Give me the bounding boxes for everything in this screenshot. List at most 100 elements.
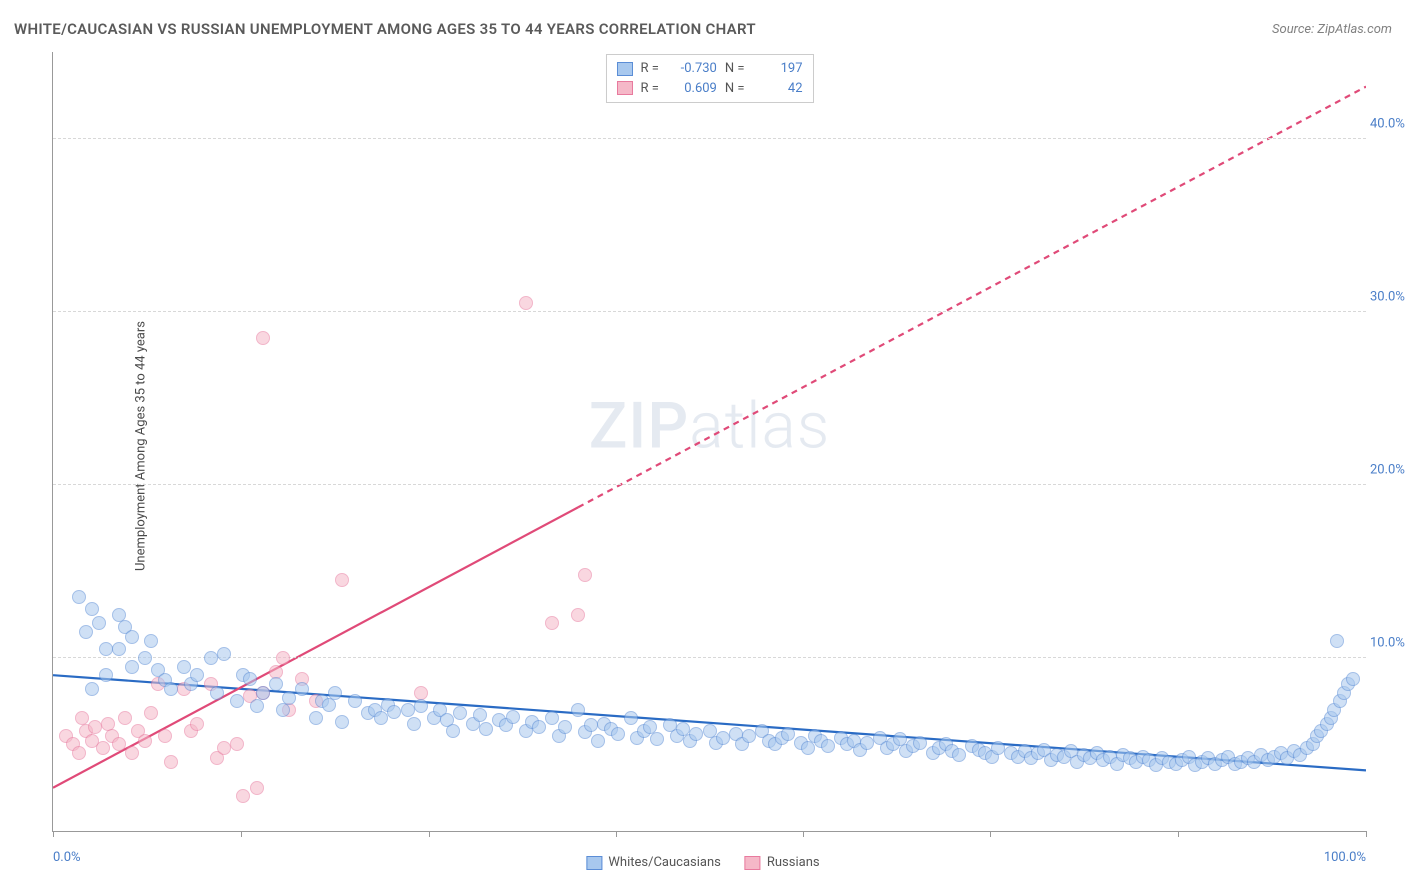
scatter-point [479,722,493,736]
scatter-point [821,739,835,753]
scatter-point [558,720,572,734]
scatter-point [125,630,139,644]
scatter-point [624,711,638,725]
scatter-point [578,568,592,582]
scatter-point [348,694,362,708]
scatter-point [309,711,323,725]
scatter-point [79,625,93,639]
scatter-point [328,686,342,700]
n-value-russians: 42 [753,79,803,99]
scatter-point [125,746,139,760]
scatter-point [781,727,795,741]
gridline [53,138,1366,139]
scatter-point [571,703,585,717]
scatter-point [716,731,730,745]
scatter-point [85,602,99,616]
scatter-point [112,737,126,751]
xaxis-label-left: 0.0% [53,850,81,865]
legend-item-whites: Whites/Caucasians [586,855,720,870]
scatter-point [230,737,244,751]
scatter-point [545,711,559,725]
stat-box: R = -0.730 N = 197 R = 0.609 N = 42 [605,54,813,103]
scatter-point [99,642,113,656]
scatter-point [88,720,102,734]
scatter-point [584,718,598,732]
scatter-point [99,668,113,682]
scatter-point [204,651,218,665]
scatter-point [473,708,487,722]
scatter-point [506,710,520,724]
scatter-point [407,717,421,731]
scatter-point [545,616,559,630]
scatter-point [118,711,132,725]
scatter-point [72,746,86,760]
scatter-point [453,706,467,720]
scatter-point [236,789,250,803]
scatter-point [144,706,158,720]
scatter-point [158,729,172,743]
scatter-point [860,736,874,750]
xtick [241,831,242,837]
ytick-label: 20.0% [1370,462,1406,477]
scatter-point [256,331,270,345]
scatter-point [591,734,605,748]
scatter-point [164,755,178,769]
scatter-point [210,686,224,700]
scatter-point [1346,672,1360,686]
scatter-point [85,682,99,696]
xaxis-label-right: 100.0% [1324,850,1366,865]
scatter-point [138,734,152,748]
chart-title: WHITE/CAUCASIAN VS RUSSIAN UNEMPLOYMENT … [14,20,756,38]
source-label: Source: ZipAtlas.com [1272,22,1392,37]
scatter-point [230,694,244,708]
scatter-point [650,732,664,746]
stat-row-russians: R = 0.609 N = 42 [616,79,802,99]
scatter-point [611,727,625,741]
ytick-label: 30.0% [1370,289,1406,304]
scatter-point [250,699,264,713]
ytick-label: 10.0% [1370,635,1406,650]
scatter-point [282,691,296,705]
legend-item-russians: Russians [745,855,820,870]
scatter-point [190,668,204,682]
r-value-whites: -0.730 [667,59,717,79]
scatter-point [571,608,585,622]
scatter-point [112,642,126,656]
scatter-point [742,729,756,743]
trendlines [53,52,1366,831]
scatter-point [801,741,815,755]
scatter-point [401,703,415,717]
scatter-point [217,647,231,661]
scatter-point [125,660,139,674]
xtick [1178,831,1179,837]
scatter-point [276,703,290,717]
scatter-point [96,741,110,755]
scatter-point [374,711,388,725]
legend: Whites/Caucasians Russians [586,855,819,870]
chart-area: ZIPatlas R = -0.730 N = 197 R = 0.609 N … [52,52,1366,832]
xtick [990,831,991,837]
n-value-whites: 197 [753,59,803,79]
scatter-point [269,677,283,691]
legend-swatch-russians [745,856,761,870]
legend-swatch-whites [586,856,602,870]
r-value-russians: 0.609 [667,79,717,99]
ytick-label: 40.0% [1370,116,1406,131]
xtick [803,831,804,837]
scatter-point [250,781,264,795]
scatter-point [177,660,191,674]
gridline [53,311,1366,312]
scatter-point [952,748,966,762]
scatter-point [256,686,270,700]
scatter-point [138,651,152,665]
scatter-point [1330,634,1344,648]
xtick [1366,831,1367,837]
scatter-point [295,682,309,696]
scatter-point [335,573,349,587]
scatter-point [913,736,927,750]
scatter-point [243,672,257,686]
swatch-russians [616,81,632,95]
header: WHITE/CAUCASIAN VS RUSSIAN UNEMPLOYMENT … [14,20,1392,38]
scatter-point [532,720,546,734]
scatter-point [991,741,1005,755]
